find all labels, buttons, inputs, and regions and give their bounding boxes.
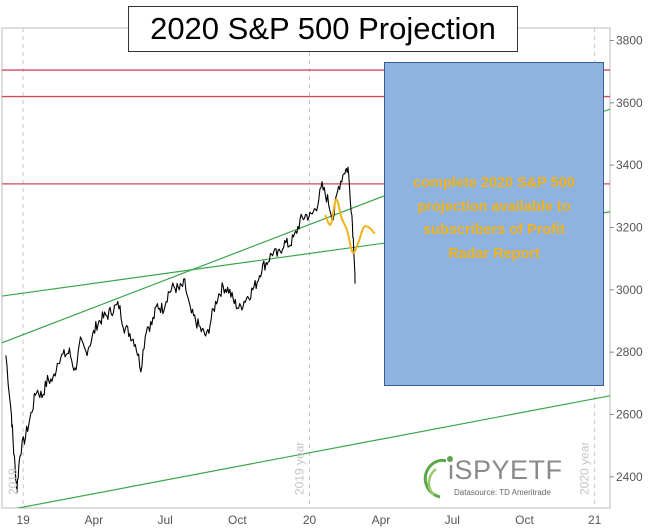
x-tick-label: Oct (228, 513, 247, 527)
y-tick-label: 3600 (616, 96, 643, 110)
y-tick-label: 2800 (616, 345, 643, 359)
x-tick-label: Jul (445, 513, 460, 527)
year-label: 2019 (6, 468, 20, 495)
price-series-line (5, 166, 356, 494)
y-tick-label: 2400 (616, 470, 643, 484)
promo-text: complete 2020 S&P 500 projection availab… (413, 175, 575, 262)
x-tick-label: 20 (303, 513, 317, 527)
projection-series-line (324, 198, 376, 254)
logo-swoosh-icon (423, 456, 453, 499)
x-tick-label: Apr (372, 513, 391, 527)
logo-subtitle: Datasource: TD Ameritrade (454, 488, 551, 497)
logo-name: iSPYETF (448, 455, 563, 485)
x-tick-label: Oct (515, 513, 534, 527)
y-tick-label: 3200 (616, 220, 643, 234)
year-label: 2019 year (293, 442, 307, 495)
trend-line (15, 395, 610, 508)
year-label: 2020 year (578, 442, 592, 495)
x-tick-label: 21 (588, 513, 602, 527)
ispyetf-logo: iSPYETF Datasource: TD Ameritrade (418, 447, 608, 507)
y-tick-label: 3800 (616, 33, 643, 47)
y-tick-label: 3400 (616, 158, 643, 172)
x-tick-label: 19 (17, 513, 31, 527)
x-tick-label: Jul (158, 513, 173, 527)
chart-title: 2020 S&P 500 Projection (128, 6, 518, 52)
y-tick-label: 2600 (616, 407, 643, 421)
y-tick-label: 3000 (616, 283, 643, 297)
promo-box: complete 2020 S&P 500 projection availab… (384, 62, 604, 386)
x-tick-label: Apr (84, 513, 103, 527)
